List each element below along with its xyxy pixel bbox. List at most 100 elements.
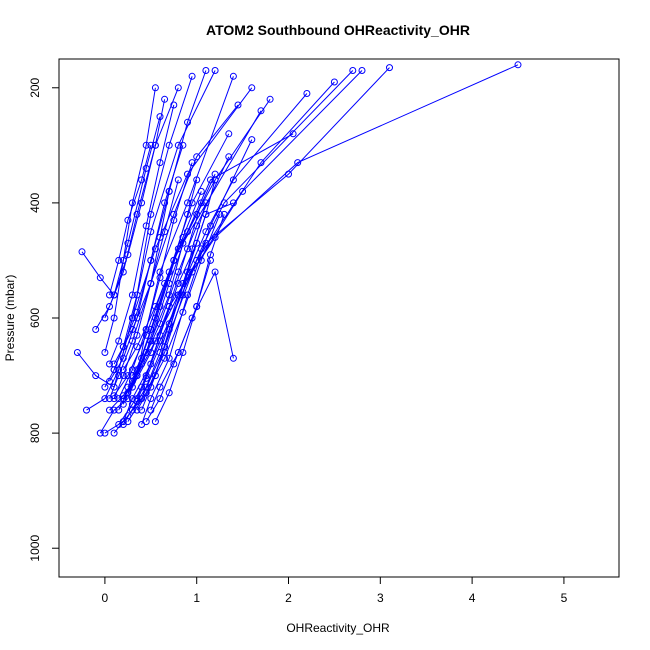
data-point — [119, 354, 127, 362]
data-point — [151, 245, 159, 253]
data-point — [110, 383, 118, 391]
x-tick-label: 5 — [561, 591, 568, 605]
data-point — [92, 372, 100, 380]
data-point — [115, 372, 123, 380]
data-point — [133, 291, 141, 299]
data-point — [170, 101, 178, 109]
series-line — [81, 116, 161, 297]
data-point — [142, 326, 150, 333]
data-point — [174, 349, 182, 356]
data-point — [266, 95, 274, 103]
data-point — [147, 395, 155, 403]
data-point — [188, 159, 196, 167]
series-line — [109, 104, 175, 365]
data-point — [179, 308, 187, 316]
y-tick-label: 1000 — [28, 535, 42, 562]
series-line — [113, 191, 170, 399]
data-point — [211, 268, 219, 276]
data-point — [110, 395, 118, 403]
data-point — [248, 84, 256, 92]
data-point — [248, 136, 256, 144]
y-tick-label: 600 — [28, 308, 42, 328]
series-line — [118, 162, 193, 399]
data-point — [207, 256, 214, 264]
data-point — [202, 210, 210, 218]
series-line — [95, 87, 179, 330]
data-point — [349, 67, 357, 74]
data-point — [197, 256, 205, 264]
data-point — [96, 429, 104, 437]
data-point — [101, 349, 109, 356]
series-profile-30 — [115, 159, 196, 403]
series-profile-24 — [101, 95, 169, 322]
data-point — [193, 153, 201, 161]
data-point — [165, 141, 173, 149]
data-point — [216, 210, 224, 218]
series-profile-18 — [92, 84, 182, 333]
data-point — [156, 331, 164, 339]
data-point — [115, 337, 123, 345]
data-point — [193, 303, 201, 310]
data-point — [110, 291, 118, 299]
series-line — [104, 99, 166, 319]
series-line — [109, 145, 152, 296]
data-point — [110, 429, 118, 437]
data-point — [115, 395, 123, 403]
y-tick-label: 400 — [28, 193, 42, 213]
data-point — [101, 429, 109, 437]
data-point — [156, 233, 164, 241]
data-point — [151, 418, 159, 426]
data-point — [174, 84, 182, 92]
data-point — [133, 314, 141, 322]
data-point — [179, 239, 187, 247]
x-tick-label: 2 — [285, 591, 292, 605]
chart-title: ATOM2 Southbound OHReactivity_OHR — [206, 22, 470, 38]
data-point — [142, 389, 150, 397]
data-point — [188, 72, 196, 80]
data-point — [161, 95, 169, 103]
data-point — [294, 159, 302, 167]
data-point — [234, 101, 242, 109]
data-point — [147, 406, 155, 414]
data-point — [156, 320, 164, 328]
y-tick-label: 200 — [28, 77, 42, 97]
data-point — [330, 78, 338, 86]
data-point — [142, 372, 150, 380]
data-point — [142, 141, 150, 149]
data-point — [119, 372, 127, 380]
data-point — [73, 349, 81, 356]
data-point — [124, 216, 132, 224]
data-point — [156, 395, 164, 403]
y-axis-label: Pressure (mbar) — [3, 275, 17, 362]
series-profile-37 — [110, 187, 173, 403]
data-point — [101, 395, 109, 403]
data-point — [147, 349, 155, 356]
series-line — [141, 179, 216, 411]
series-line — [150, 214, 225, 411]
data-point — [115, 406, 123, 414]
series-profile-27 — [133, 239, 201, 403]
data-point — [147, 141, 155, 149]
x-tick-label: 3 — [377, 591, 384, 605]
data-point — [184, 210, 191, 218]
data-point — [133, 395, 141, 403]
data-point — [207, 176, 214, 184]
data-point — [124, 389, 132, 397]
series-line — [104, 87, 156, 353]
data-point — [358, 67, 366, 74]
data-point — [514, 61, 522, 69]
data-point — [184, 268, 191, 276]
data-point — [161, 354, 169, 362]
data-point — [174, 280, 182, 287]
series-line — [118, 133, 294, 411]
data-point — [128, 291, 136, 299]
data-point — [92, 326, 100, 333]
series-profile-39 — [106, 141, 155, 299]
data-point — [115, 256, 123, 264]
series-line — [122, 179, 198, 371]
series-line — [127, 156, 230, 394]
data-point — [184, 118, 191, 126]
data-point — [156, 113, 164, 121]
data-point — [83, 406, 90, 414]
data-point — [147, 280, 155, 287]
